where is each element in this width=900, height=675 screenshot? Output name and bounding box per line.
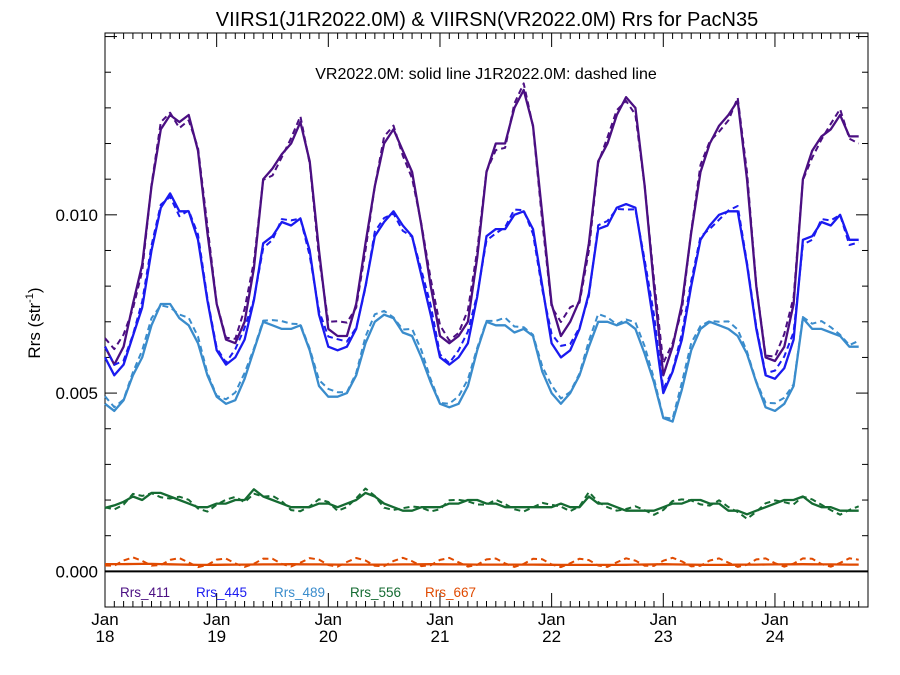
x-tick-label-year: 19 [207, 627, 226, 646]
plot-area: Jan18Jan19Jan20Jan21Jan22Jan23Jan240.000… [55, 32, 869, 646]
legend-label-rrs-445: Rrs_445 [196, 585, 247, 600]
y-tick-label: 0.010 [55, 206, 98, 225]
x-tick-label-month: Jan [315, 610, 342, 629]
x-tick-label-month: Jan [761, 610, 788, 629]
chart-subtitle: VR2022.0M: solid line J1R2022.0M: dashed… [315, 66, 657, 83]
series-line-solid-rrs-489 [104, 302, 859, 423]
svg-text:Rrs (str-1): Rrs (str-1) [24, 287, 44, 358]
y-axis-label-text: Rrs (str [25, 303, 44, 359]
series-line-solid-rrs-556 [104, 488, 859, 516]
legend-label-rrs-667: Rrs_667 [425, 585, 476, 600]
x-tick-label-year: 23 [654, 627, 673, 646]
x-tick-label-month: Jan [538, 610, 565, 629]
y-axis-label-close: ) [25, 287, 44, 293]
series-line-solid-rrs-667 [104, 562, 859, 567]
x-tick-label-year: 18 [96, 627, 115, 646]
y-tick-label: 0.000 [55, 562, 98, 581]
series-line-dashed-rrs-489 [104, 304, 860, 420]
legend-label-rrs-411: Rrs_411 [120, 585, 170, 600]
series-line-dashed-rrs-411 [104, 82, 860, 364]
series-line-dashed-rrs-445 [104, 195, 859, 390]
y-tick-label: 0.005 [55, 384, 98, 403]
y-axis-label: Rrs (str-1) [24, 287, 44, 358]
series-line-solid-rrs-411 [103, 88, 859, 377]
x-tick-label-year: 21 [431, 627, 450, 646]
x-tick-label-year: 24 [765, 627, 784, 646]
chart-title: VIIRS1(J1R2022.0M) & VIIRSN(VR2022.0M) R… [216, 9, 758, 31]
legend-label-rrs-556: Rrs_556 [350, 585, 401, 600]
x-tick-label-month: Jan [650, 610, 677, 629]
y-axis-label-exponent: -1 [24, 293, 36, 303]
x-tick-label-month: Jan [426, 610, 453, 629]
x-tick-label-month: Jan [203, 610, 230, 629]
legend-label-rrs-489: Rrs_489 [274, 585, 325, 600]
series-line-dashed-rrs-556 [104, 487, 860, 520]
x-tick-label-month: Jan [91, 610, 118, 629]
series-line-dashed-rrs-667 [104, 556, 859, 569]
x-tick-label-year: 20 [319, 627, 338, 646]
series-line-solid-rrs-445 [103, 192, 859, 395]
x-tick-label-year: 22 [542, 627, 561, 646]
legend: Rrs_411 Rrs_445 Rrs_489 Rrs_556 Rrs_667 [120, 585, 476, 600]
